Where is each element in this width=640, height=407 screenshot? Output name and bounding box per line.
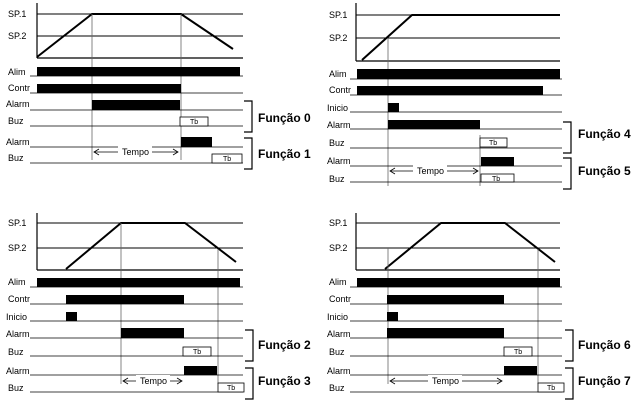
alim-bar <box>37 278 240 287</box>
alarm-bar <box>504 366 537 375</box>
function-2-label: Função 2 <box>258 338 311 352</box>
tempo-label: Tempo <box>417 166 444 176</box>
alarm-bar <box>387 328 504 338</box>
tb-label: Tb <box>514 349 522 356</box>
tb-label: Tb <box>223 156 231 163</box>
bracket <box>563 157 572 190</box>
bracket <box>565 367 574 400</box>
alim-label: Alim <box>8 67 26 77</box>
alarm-label: Alarm <box>327 156 351 166</box>
buz-label: Buz <box>8 153 24 163</box>
alarm-bar <box>388 120 480 129</box>
alarm-label: Alarm <box>327 366 351 376</box>
inicio-label: Inicio <box>327 312 348 322</box>
sp2-label: SP.2 <box>329 33 347 43</box>
sp1-label: SP.1 <box>329 10 347 20</box>
sp2-label: SP.2 <box>329 243 347 253</box>
buz-label: Buz <box>329 347 345 357</box>
panel-top-left: SP.1 SP.2 Alim Contr Alarm Buz Tb Alarm … <box>6 3 311 170</box>
inicio-bar <box>388 103 399 112</box>
tb-label: Tb <box>193 349 201 356</box>
tb-box <box>217 382 245 393</box>
contr-bar <box>37 84 181 93</box>
tb-label: Tb <box>547 385 555 392</box>
sp2-label: SP.2 <box>8 243 26 253</box>
bracket <box>245 329 254 362</box>
contr-label: Contr <box>329 294 351 304</box>
tb-label: Tb <box>227 385 235 392</box>
buz-label: Buz <box>8 116 24 126</box>
buz-label: Buz <box>8 347 24 357</box>
alarm-bar <box>181 137 212 147</box>
alarm-bar <box>121 328 184 338</box>
alarm-label: Alarm <box>6 366 30 376</box>
function-4-label: Função 4 <box>578 127 631 141</box>
temperature-curve <box>361 14 560 61</box>
sp2-label: SP.2 <box>8 31 26 41</box>
inicio-label: Inicio <box>6 312 27 322</box>
contr-bar <box>357 86 543 95</box>
tb-box <box>537 382 565 393</box>
function-3-label: Função 3 <box>258 374 311 388</box>
bracket <box>563 121 572 154</box>
contr-label: Contr <box>8 294 30 304</box>
function-6-label: Função 6 <box>578 338 631 352</box>
inicio-label: Inicio <box>327 103 348 113</box>
sp1-label: SP.1 <box>8 9 26 19</box>
buz-label: Buz <box>329 174 345 184</box>
alim-label: Alim <box>329 277 347 287</box>
buz-label: Buz <box>8 383 24 393</box>
temperature-curve <box>36 13 234 58</box>
alim-bar <box>357 69 560 79</box>
inicio-bar <box>387 312 398 321</box>
tempo-label: Tempo <box>432 376 459 386</box>
temperature-curve <box>384 222 556 270</box>
alarm-label: Alarm <box>6 329 30 339</box>
function-1-label: Função 1 <box>258 147 311 161</box>
alarm-label: Alarm <box>6 99 30 109</box>
contr-label: Contr <box>8 83 30 93</box>
tempo-label: Tempo <box>140 376 167 386</box>
alarm-label: Alarm <box>6 137 30 147</box>
contr-bar <box>387 295 504 304</box>
buz-label: Buz <box>329 138 345 148</box>
alarm-label: Alarm <box>327 329 351 339</box>
alim-label: Alim <box>329 69 347 79</box>
tb-label: Tb <box>489 140 497 147</box>
tb-box <box>179 116 209 127</box>
tb-box <box>480 173 515 183</box>
alim-bar <box>357 278 560 287</box>
contr-label: Contr <box>329 85 351 95</box>
bracket <box>244 137 253 170</box>
tempo-label: Tempo <box>122 147 149 157</box>
alim-bar <box>37 67 240 76</box>
alarm-bar <box>184 366 217 375</box>
function-0-label: Função 0 <box>258 111 311 125</box>
sp1-label: SP.1 <box>8 218 26 228</box>
panel-bottom-right: SP.1 SP.2 Alim Contr Inicio Alarm Buz Tb… <box>327 213 631 400</box>
function-7-label: Função 7 <box>578 374 631 388</box>
contr-bar <box>66 295 184 304</box>
tb-box <box>503 346 533 357</box>
bracket <box>565 329 574 362</box>
tb-box <box>211 153 243 164</box>
tb-box <box>479 137 508 148</box>
alarm-bar <box>481 157 514 166</box>
sp1-label: SP.1 <box>329 218 347 228</box>
tb-label: Tb <box>190 119 198 126</box>
panel-bottom-left: SP.1 SP.2 Alim Contr Inicio Alarm Buz Tb… <box>6 213 311 400</box>
alim-label: Alim <box>8 277 26 287</box>
temperature-curve <box>65 222 237 270</box>
function-5-label: Função 5 <box>578 164 631 178</box>
tb-label: Tb <box>492 176 500 183</box>
panel-top-right: SP.1 SP.2 Alim Contr Inicio Alarm Buz Tb… <box>327 3 631 190</box>
alarm-bar <box>92 100 180 110</box>
buz-label: Buz <box>329 383 345 393</box>
bracket <box>245 367 254 400</box>
alarm-label: Alarm <box>327 120 351 130</box>
tb-box <box>182 346 212 357</box>
inicio-bar <box>66 312 77 321</box>
bracket <box>244 100 253 133</box>
